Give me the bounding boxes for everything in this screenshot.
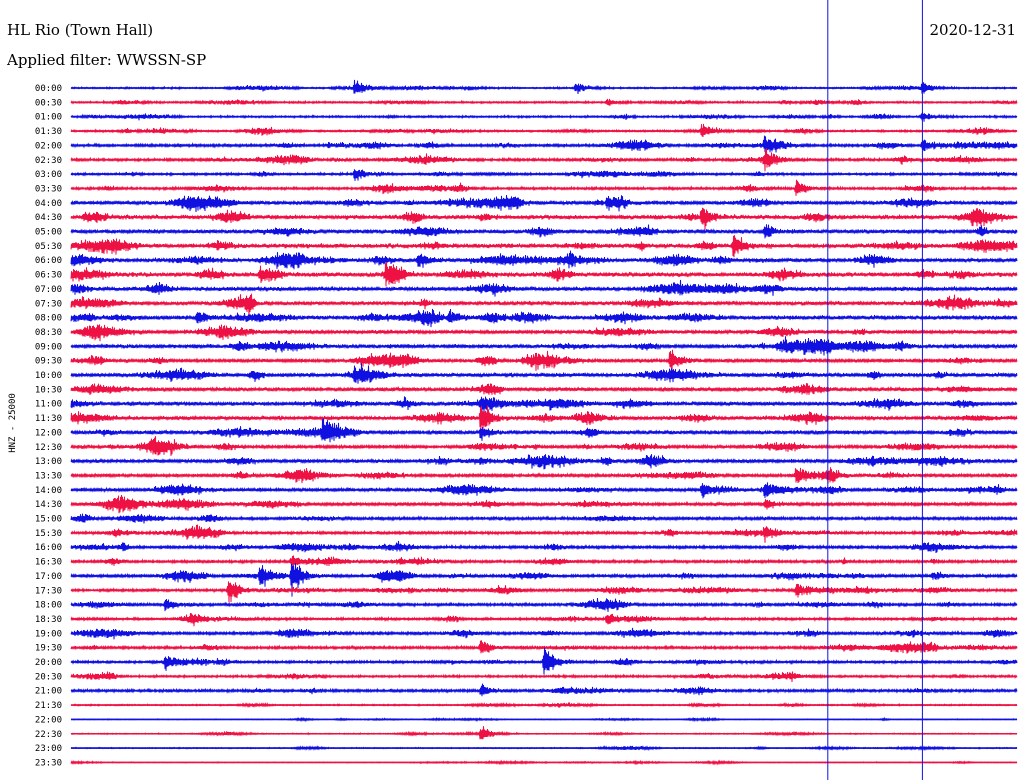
trace-line (70, 726, 1018, 740)
tick-label: 10:30 (35, 385, 62, 395)
tick-label: 08:30 (35, 328, 62, 338)
tick-label: 16:00 (35, 543, 62, 553)
tick-label: 03:30 (35, 184, 62, 194)
trace-line (70, 207, 1018, 230)
trace-line (70, 135, 1018, 153)
tick-label: 01:30 (35, 127, 62, 137)
tick-label: 05:00 (35, 228, 62, 238)
marker-group (827, 0, 923, 780)
tick-label: 15:00 (35, 515, 62, 525)
tick-label: 09:00 (35, 342, 62, 352)
tick-label: 12:00 (35, 428, 62, 438)
tick-label: 20:00 (35, 658, 62, 668)
trace-line (70, 324, 1018, 342)
filter-label: Applied filter: WWSSN-SP (7, 51, 207, 69)
trace-group (70, 79, 1018, 766)
tick-label: 18:30 (35, 615, 62, 625)
tick-label: 13:30 (35, 471, 62, 481)
tick-label: 06:30 (35, 271, 62, 281)
tick-label: 12:30 (35, 443, 62, 453)
tick-label: 09:30 (35, 357, 62, 367)
station-title: HL Rio (Town Hall) (7, 21, 154, 39)
tick-label: 07:30 (35, 299, 62, 309)
tick-label: 14:30 (35, 500, 62, 510)
trace-line (70, 454, 1018, 470)
tick-label: 23:30 (35, 758, 62, 768)
tick-label: 11:00 (35, 400, 62, 410)
tick-label: 08:00 (35, 314, 62, 324)
tick-label: 21:30 (35, 701, 62, 711)
tick-label: 02:30 (35, 156, 62, 166)
tick-label: 07:00 (35, 285, 62, 295)
tick-label: 17:30 (35, 586, 62, 596)
tick-label: 22:00 (35, 715, 62, 725)
tick-label: 17:00 (35, 572, 62, 582)
tick-label: 13:00 (35, 457, 62, 467)
tick-label: 21:00 (35, 687, 62, 697)
tick-label: 06:00 (35, 256, 62, 266)
tick-label: 01:00 (35, 113, 62, 123)
tick-label: 03:00 (35, 170, 62, 180)
tick-label: 19:30 (35, 644, 62, 654)
tick-label: 02:00 (35, 141, 62, 151)
trace-line (70, 647, 1018, 675)
tick-label: 00:30 (35, 98, 62, 108)
tick-label: 20:30 (35, 672, 62, 682)
trace-line (70, 581, 1018, 603)
tick-label: 00:00 (35, 84, 62, 94)
tick-label: 22:30 (35, 730, 62, 740)
channel-label: HNZ - 25000 (8, 393, 18, 453)
trace-line (70, 293, 1018, 319)
tick-label: 10:00 (35, 371, 62, 381)
tick-label: 19:00 (35, 629, 62, 639)
tick-label: 04:00 (35, 199, 62, 209)
tick-label: 11:30 (35, 414, 62, 424)
tick-label: 23:00 (35, 744, 62, 754)
trace-line (70, 169, 1018, 181)
trace-line (70, 79, 1018, 95)
tick-label-group: 00:00 00:30 01:00 01:30 02:00 02:30 03:00 03:30… (35, 84, 62, 768)
trace-line (70, 524, 1018, 543)
tick-label: 16:30 (35, 558, 62, 568)
tick-label: 15:30 (35, 529, 62, 539)
tick-label: 14:00 (35, 486, 62, 496)
tick-label: 04:30 (35, 213, 62, 223)
record-date: 2020-12-31 (929, 21, 1016, 39)
tick-label: 18:00 (35, 601, 62, 611)
tick-label: 05:30 (35, 242, 62, 252)
